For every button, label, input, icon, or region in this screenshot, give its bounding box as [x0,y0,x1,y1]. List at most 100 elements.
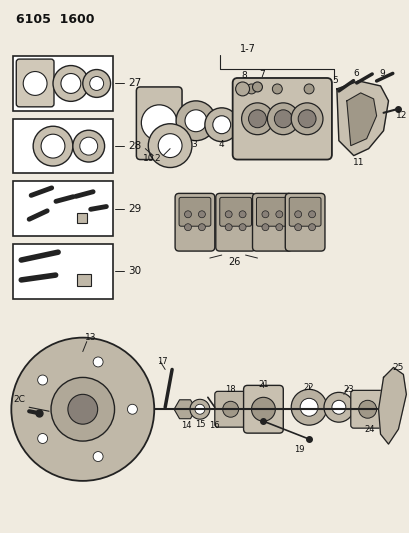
Text: 26: 26 [228,257,240,267]
Circle shape [148,124,191,167]
FancyBboxPatch shape [214,391,246,427]
Circle shape [308,224,315,231]
Circle shape [222,401,238,417]
Circle shape [68,394,97,424]
Bar [76,274,90,286]
FancyBboxPatch shape [16,59,54,107]
Text: 2C: 2C [13,395,25,404]
Circle shape [246,84,256,94]
Circle shape [189,399,209,419]
Text: 6: 6 [353,69,359,77]
Text: 30: 30 [128,266,141,277]
Circle shape [275,224,282,231]
Text: 24: 24 [364,425,374,434]
Circle shape [272,84,282,94]
Text: 13: 13 [85,333,96,342]
Text: 25: 25 [392,363,403,372]
FancyBboxPatch shape [232,78,331,159]
Circle shape [241,103,273,135]
FancyBboxPatch shape [179,197,210,226]
Circle shape [141,105,177,141]
Text: 29: 29 [128,204,141,214]
Circle shape [61,74,81,93]
Circle shape [194,404,204,414]
FancyBboxPatch shape [215,193,255,251]
FancyBboxPatch shape [243,385,283,433]
Circle shape [80,137,97,155]
Text: 16: 16 [209,421,220,430]
Text: 4: 4 [218,140,224,149]
Circle shape [158,134,182,158]
Text: 23: 23 [343,385,353,394]
Circle shape [299,398,317,416]
FancyBboxPatch shape [256,197,288,226]
Circle shape [33,126,73,166]
FancyBboxPatch shape [175,193,214,251]
Circle shape [38,375,47,385]
Circle shape [73,130,104,162]
Text: 6105  1600: 6105 1600 [16,13,94,26]
Text: 22: 22 [303,383,314,392]
Circle shape [297,110,315,128]
Circle shape [212,116,230,134]
Circle shape [294,224,301,231]
Circle shape [41,134,65,158]
Polygon shape [378,367,405,444]
Text: 12: 12 [395,111,406,120]
Circle shape [248,110,266,128]
Circle shape [225,211,231,218]
Circle shape [127,404,137,414]
Circle shape [323,392,353,422]
Text: 5: 5 [331,76,337,85]
Text: 27: 27 [128,78,141,88]
Circle shape [184,224,191,231]
Circle shape [51,377,114,441]
Text: 19: 19 [293,445,303,454]
Circle shape [83,69,110,98]
FancyBboxPatch shape [136,87,182,159]
Circle shape [261,211,268,218]
Circle shape [358,400,376,418]
Polygon shape [336,81,388,156]
Circle shape [11,337,154,481]
Circle shape [38,433,47,443]
Circle shape [274,110,292,128]
FancyBboxPatch shape [252,193,292,251]
FancyBboxPatch shape [285,193,324,251]
Circle shape [204,108,238,142]
Circle shape [90,77,103,91]
Circle shape [267,103,299,135]
Circle shape [93,451,103,462]
Circle shape [251,397,275,421]
Circle shape [252,82,262,92]
Circle shape [198,211,205,218]
Text: 9: 9 [379,69,384,77]
Bar [76,213,87,223]
Text: 1-7: 1-7 [239,44,255,54]
Circle shape [238,211,245,218]
Bar [13,244,112,299]
Text: 11: 11 [352,158,364,167]
Text: 18: 18 [225,385,236,394]
Text: 14: 14 [180,421,191,430]
Text: 2: 2 [154,154,160,163]
Circle shape [235,82,249,96]
Polygon shape [174,400,196,419]
FancyBboxPatch shape [219,197,251,226]
Text: 21: 21 [258,380,268,389]
Text: 17: 17 [157,357,167,366]
Circle shape [184,110,207,132]
Circle shape [294,211,301,218]
Circle shape [184,211,191,218]
FancyBboxPatch shape [288,197,320,226]
Circle shape [261,224,268,231]
Text: 10: 10 [142,154,154,163]
Text: 15: 15 [194,419,204,429]
Circle shape [303,84,313,94]
Circle shape [308,211,315,218]
FancyBboxPatch shape [350,390,384,428]
Circle shape [93,357,103,367]
Circle shape [225,224,231,231]
Text: 7: 7 [259,69,265,78]
Circle shape [238,224,245,231]
